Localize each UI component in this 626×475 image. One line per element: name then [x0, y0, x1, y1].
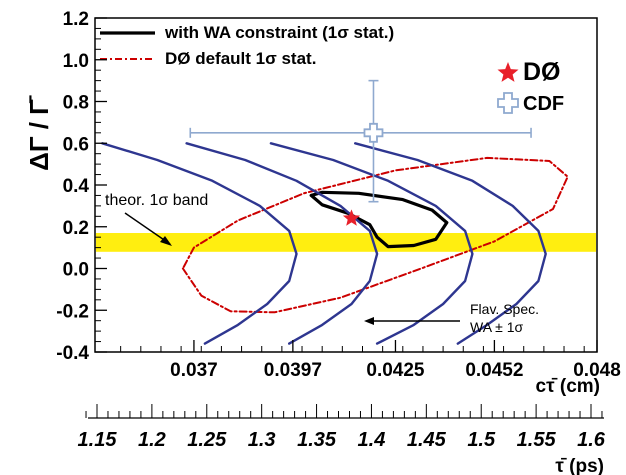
x-axis-label: cτ̄ (cm)	[536, 376, 600, 397]
y-tick-label: 0.4	[63, 176, 90, 197]
cdf-label: CDF	[523, 93, 564, 115]
x-tick-label: 0.037	[170, 360, 218, 381]
theory-band-arrow-head	[160, 236, 172, 246]
secondary-x-tick-label: 1.55	[517, 429, 557, 451]
flavor-spec-curve-4	[354, 142, 547, 345]
flavor-spec-curve-1	[101, 142, 298, 345]
secondary-x-tick-label: 1.25	[187, 429, 227, 451]
dzero-label: DØ	[523, 58, 561, 86]
secondary-x-tick-label: 1.6	[577, 429, 606, 451]
axes-layer: -0.4 -0.2 0.0 0.2 0.4 0.6 0.8 1.0 1.2 0.037 0.0397…	[56, 9, 621, 451]
legend-d0-label: DØ default 1σ stat.	[165, 49, 316, 68]
secondary-x-tick-label: 1.45	[407, 429, 447, 451]
x-tick-label: 0.048	[573, 360, 621, 381]
y-tick-label: 0.8	[63, 93, 89, 114]
flavor-spec-curve-2	[185, 142, 379, 345]
legend-dzero-star-icon	[497, 62, 519, 82]
flav-spec-arrow-head	[364, 317, 374, 325]
x-tick-label: 0.0425	[366, 360, 425, 381]
secondary-x-tick-label: 1.5	[467, 429, 496, 451]
secondary-x-axis-label: τ̄ (ps)	[555, 456, 604, 475]
secondary-x-tick-label: 1.35	[297, 429, 337, 451]
flav-spec-label-line1: Flav. Spec.	[470, 301, 539, 317]
x-tick-label: 0.0452	[465, 360, 523, 381]
y-tick-label: -0.4	[56, 343, 89, 364]
y-tick-label: -0.2	[56, 301, 89, 322]
secondary-x-tick-label: 1.3	[248, 429, 276, 451]
theory-band-arrow-line	[124, 212, 171, 245]
y-tick-label: 0.2	[63, 218, 89, 239]
legend-cdf-cross-icon	[497, 92, 519, 114]
theory-band	[96, 233, 596, 252]
y-axis-label: ΔΓ / Γ̄	[24, 95, 54, 171]
legend-wa-label: with WA constraint (1σ stat.)	[164, 23, 394, 42]
cdf-cross-marker	[363, 122, 384, 143]
secondary-x-tick-label: 1.2	[138, 429, 166, 451]
d0-default-contour	[181, 156, 569, 314]
y-tick-label: 0.6	[63, 134, 89, 155]
flav-spec-label-line2: WA ± 1σ	[470, 319, 524, 335]
x-tick-label: 0.0397	[264, 360, 322, 381]
curves-layer	[101, 142, 569, 345]
markers-layer	[100, 31, 532, 226]
y-tick-label: 1.2	[63, 9, 89, 30]
secondary-x-tick-label: 1.15	[78, 429, 118, 451]
secondary-x-tick-label: 1.4	[358, 429, 386, 451]
y-tick-label: 0.0	[63, 260, 89, 281]
theory-band-label: theor. 1σ band	[105, 192, 208, 209]
flavor-spec-curve-3	[269, 142, 474, 345]
y-tick-label: 1.0	[63, 51, 89, 72]
dzero-star-marker	[342, 209, 361, 226]
